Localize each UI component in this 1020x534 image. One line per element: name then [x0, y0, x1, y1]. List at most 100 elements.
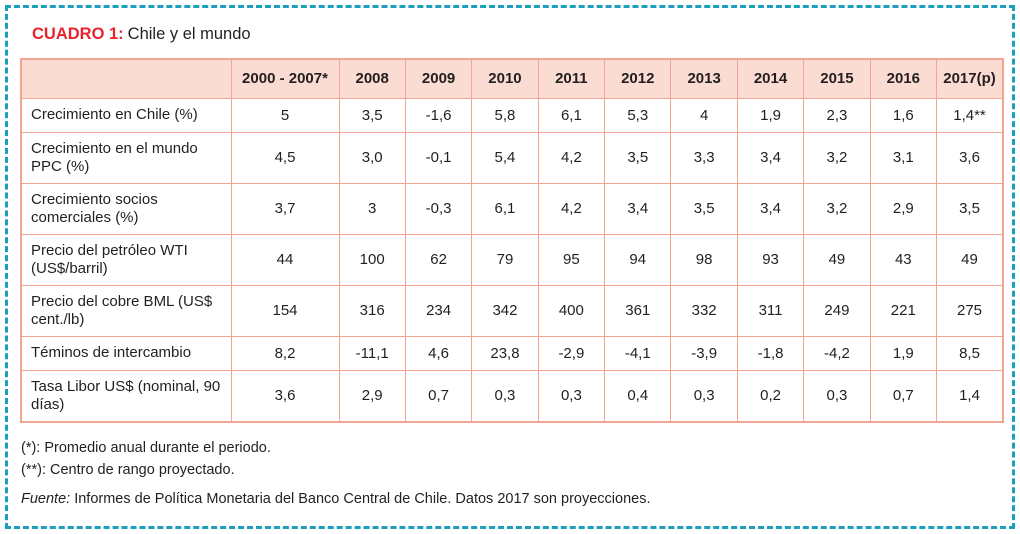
cell-value: 6,1 — [471, 182, 539, 235]
cell-value: 221 — [869, 284, 938, 337]
cell-value: 3,2 — [803, 182, 871, 235]
table-row: Precio del petróleo WTI (US$/barril) 44 10… — [20, 233, 1004, 286]
cell-value: 0,7 — [404, 369, 473, 422]
table-body: Crecimiento en Chile (%) 5 3,5 -1,6 5,8 6,1 5,… — [20, 97, 1004, 422]
footnotes: (*): Promedio anual durante el periodo. … — [21, 438, 1002, 510]
table-row: Tasa Libor US$ (nominal, 90 días) 3,6 2,9 0… — [20, 369, 1004, 422]
cell-value: 3,4 — [736, 131, 805, 184]
cell-value: 3,3 — [670, 131, 738, 184]
cell-value: 3,5 — [338, 97, 406, 133]
dashed-frame: CUADRO 1: Chile y el mundo 2000 - 2007* 20… — [5, 5, 1015, 529]
economic-indicators-table: 2000 - 2007* 2008 2009 2010 2011 2012 2013 2014… — [20, 58, 1004, 423]
year-column-header: 2015 — [803, 58, 871, 99]
table-row: Crecimiento en Chile (%) 5 3,5 -1,6 5,8 6,1 5,… — [20, 97, 1004, 133]
cell-value: 94 — [604, 233, 672, 286]
table-row: Crecimiento socios comerciales (%) 3,7 3 -0… — [20, 182, 1004, 235]
cell-value: 1,6 — [869, 97, 938, 133]
cell-value: 4 — [670, 97, 738, 133]
cell-value: 3,5 — [670, 182, 738, 235]
cell-value: 0,3 — [670, 369, 738, 422]
cell-value: 3,5 — [936, 182, 1004, 235]
cell-value: 2,3 — [803, 97, 871, 133]
cell-value: 400 — [537, 284, 606, 337]
year-column-header: 2009 — [404, 58, 473, 99]
cell-value: 8,2 — [230, 335, 340, 371]
cell-value: 5,4 — [471, 131, 539, 184]
row-label: Crecimiento socios comerciales (%) — [20, 182, 232, 235]
cell-value: 2,9 — [338, 369, 406, 422]
year-column-header: 2013 — [670, 58, 738, 99]
cell-value: 49 — [936, 233, 1004, 286]
cell-value: 249 — [803, 284, 871, 337]
row-label-header — [20, 58, 232, 99]
row-label: Crecimiento en Chile (%) — [20, 97, 232, 133]
cell-value: 154 — [230, 284, 340, 337]
cell-value: 275 — [936, 284, 1004, 337]
footnote-double-asterisk: (**): Centro de rango proyectado. — [21, 461, 235, 478]
cell-value: 1,4 — [936, 369, 1004, 422]
cell-value: 3,4 — [604, 182, 672, 235]
cell-value: -4,1 — [604, 335, 672, 371]
cell-value: 1,9 — [869, 335, 938, 371]
cell-value: 3,7 — [230, 182, 340, 235]
cell-value: 4,2 — [537, 182, 606, 235]
cell-value: 79 — [471, 233, 539, 286]
cell-value: 3,6 — [230, 369, 340, 422]
cell-value: 361 — [604, 284, 672, 337]
cell-value: -2,9 — [537, 335, 606, 371]
cell-value: -4,2 — [803, 335, 871, 371]
cell-value: 4,2 — [537, 131, 606, 184]
cell-value: 0,3 — [471, 369, 539, 422]
year-column-header: 2014 — [736, 58, 805, 99]
cell-value: -11,1 — [338, 335, 406, 371]
table-head: 2000 - 2007* 2008 2009 2010 2011 2012 2013 2014… — [20, 58, 1004, 99]
cell-value: 5,8 — [471, 97, 539, 133]
caption-number: CUADRO 1: — [32, 25, 124, 43]
cell-value: -1,8 — [736, 335, 805, 371]
cell-value: 311 — [736, 284, 805, 337]
source-line: Fuente: Informes de Política Monetaria d… — [21, 489, 1002, 510]
row-label: Tasa Libor US$ (nominal, 90 días) — [20, 369, 232, 422]
table-head-row: 2000 - 2007* 2008 2009 2010 2011 2012 2013 2014… — [20, 58, 1004, 99]
cell-value: 98 — [670, 233, 738, 286]
cell-value: 44 — [230, 233, 340, 286]
cell-value: 49 — [803, 233, 871, 286]
cell-value: 234 — [404, 284, 473, 337]
year-column-header: 2011 — [537, 58, 606, 99]
cell-value: -3,9 — [670, 335, 738, 371]
cell-value: 0,3 — [537, 369, 606, 422]
cell-value: 8,5 — [936, 335, 1004, 371]
cell-value: -1,6 — [404, 97, 473, 133]
cell-value: 1,9 — [736, 97, 805, 133]
cell-value: 93 — [736, 233, 805, 286]
table-row: Precio del cobre BML (US$ cent./lb) 154 31… — [20, 284, 1004, 337]
year-column-header: 2016 — [869, 58, 938, 99]
year-column-header: 2012 — [604, 58, 672, 99]
cell-value: 316 — [338, 284, 406, 337]
cell-value: 3 — [338, 182, 406, 235]
caption-text: Chile y el mundo — [127, 25, 251, 43]
cell-value: 95 — [537, 233, 606, 286]
cell-value: 5 — [230, 97, 340, 133]
cell-value: 23,8 — [471, 335, 539, 371]
cell-value: 6,1 — [537, 97, 606, 133]
year-column-header: 2000 - 2007* — [230, 58, 340, 99]
cell-value: 4,5 — [230, 131, 340, 184]
cell-value: 0,4 — [604, 369, 672, 422]
cell-value: 332 — [670, 284, 738, 337]
table-row: Crecimiento en el mundo PPC (%) 4,5 3,0 -0,… — [20, 131, 1004, 184]
cell-value: 0,2 — [736, 369, 805, 422]
cell-value: 3,1 — [869, 131, 938, 184]
cell-value: 3,5 — [604, 131, 672, 184]
year-column-header: 2008 — [338, 58, 406, 99]
footnote-asterisk: (*): Promedio anual durante el periodo. — [21, 439, 271, 456]
row-label: Precio del cobre BML (US$ cent./lb) — [20, 284, 232, 337]
source-label: Fuente: — [21, 490, 71, 507]
cell-value: 62 — [404, 233, 473, 286]
cell-value: 3,0 — [338, 131, 406, 184]
cell-value: 3,2 — [803, 131, 871, 184]
cell-value: 4,6 — [404, 335, 473, 371]
table-row: Téminos de intercambio 8,2 -11,1 4,6 23,8 -2,… — [20, 335, 1004, 371]
cell-value: 342 — [471, 284, 539, 337]
source-text: Informes de Política Monetaria del Banco… — [74, 490, 651, 507]
